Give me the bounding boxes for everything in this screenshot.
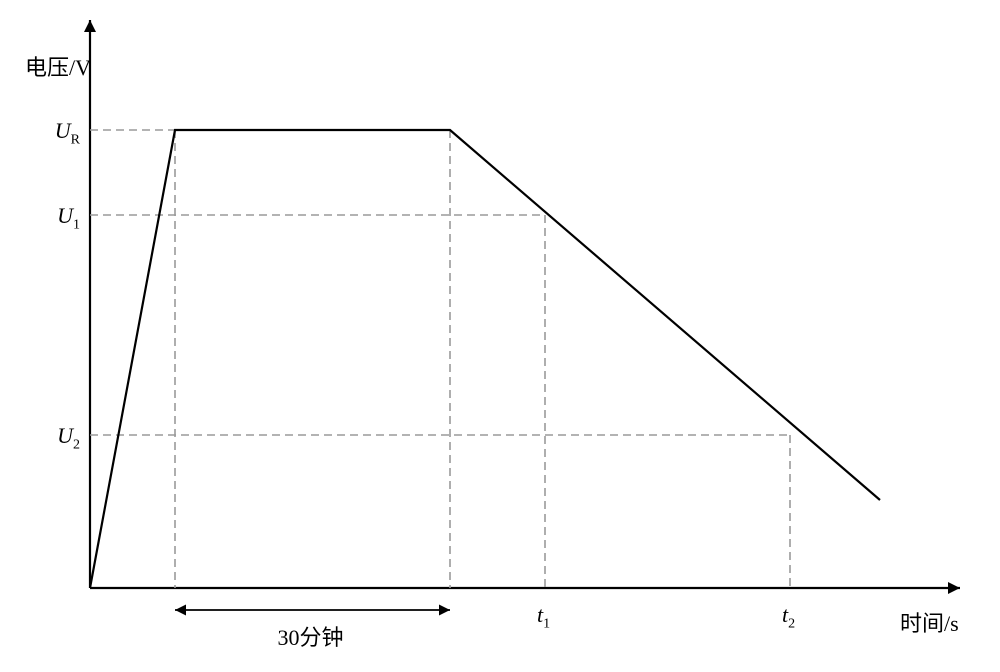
y-tick-UR: UR bbox=[55, 118, 80, 148]
x-tick-t1: t1 bbox=[537, 602, 550, 632]
x-axis-label: 时间/s bbox=[900, 606, 959, 638]
x-tick-t2: t2 bbox=[782, 602, 795, 632]
voltage-time-diagram: 电压/V 时间/s UR U1 U2 t1 t2 30分钟 bbox=[0, 0, 1000, 672]
y-axis-label: 电压/V bbox=[25, 50, 91, 82]
range-label-30min: 30分钟 bbox=[278, 620, 344, 652]
diagram-svg bbox=[0, 0, 1000, 672]
y-tick-U2: U2 bbox=[57, 423, 80, 453]
y-tick-U1: U1 bbox=[57, 203, 80, 233]
